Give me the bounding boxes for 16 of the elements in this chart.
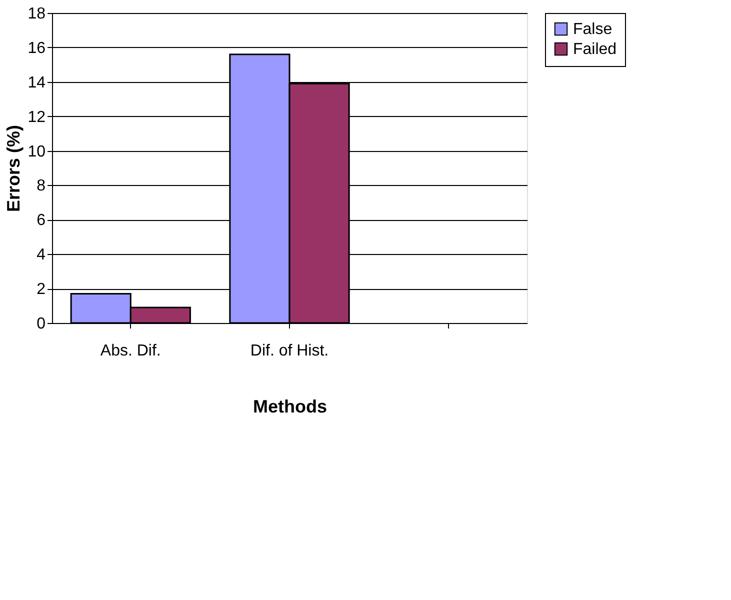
y-tick-label: 2 xyxy=(36,281,46,298)
y-tick-label: 18 xyxy=(28,6,46,22)
x-tick-label: Dif. of Hist. xyxy=(250,342,329,360)
y-tick-label: 12 xyxy=(28,108,46,126)
y-tick-label: 0 xyxy=(36,316,46,332)
y-tick-label: 14 xyxy=(28,74,46,92)
y-tick-label: 16 xyxy=(28,40,46,57)
y-tick-label: 4 xyxy=(36,246,46,264)
legend-label: Failed xyxy=(573,41,617,58)
x-axis-title: Methods xyxy=(253,396,327,416)
legend-label: False xyxy=(573,21,612,38)
y-tick-label: 8 xyxy=(36,178,46,195)
x-tick-label: Abs. Dif. xyxy=(100,342,161,360)
y-tick-label: 6 xyxy=(36,212,46,230)
y-axis-title: Errors (%) xyxy=(4,124,24,212)
y-tick-label: 10 xyxy=(28,143,46,160)
